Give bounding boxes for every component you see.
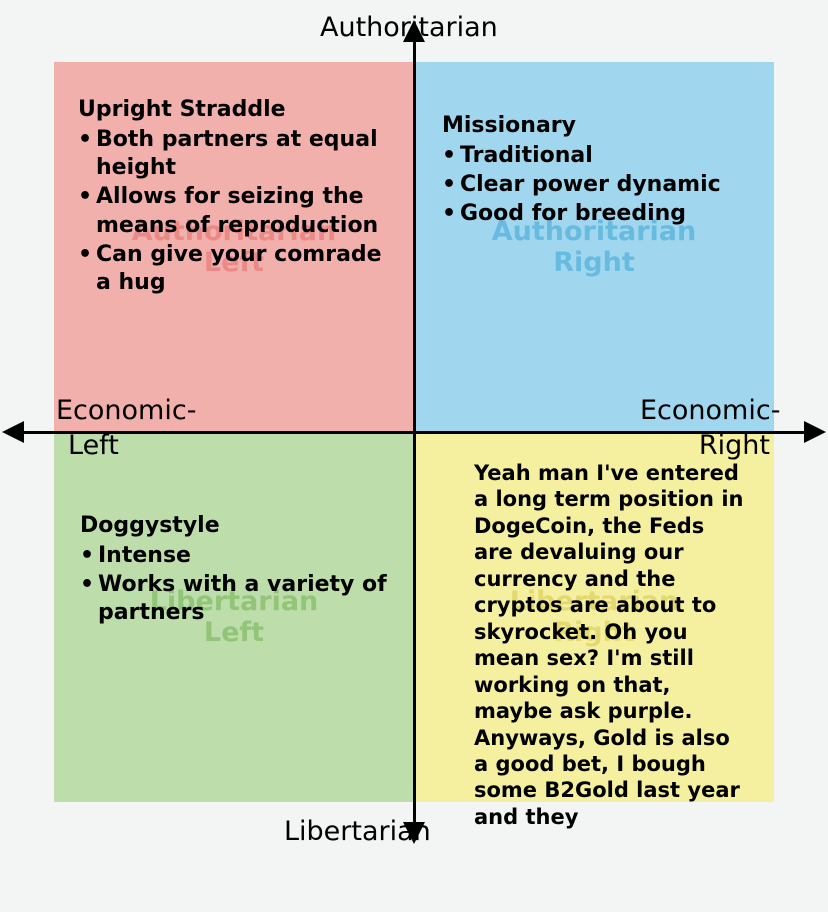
bullet-item: Good for breeding xyxy=(442,200,750,228)
axis-label-line: Left xyxy=(56,429,196,464)
axis-label-left: Economic- Left xyxy=(56,394,196,463)
quadrant-auth-left: Authoritarian Left Upright Straddle Both… xyxy=(54,62,414,432)
axis-label-line: Economic- xyxy=(640,394,770,429)
arrowhead-right-icon xyxy=(804,421,826,443)
bullet-item: Clear power dynamic xyxy=(442,171,750,199)
axis-label-right: Economic- Right xyxy=(640,394,770,463)
quadrant-title: Missionary xyxy=(442,112,750,140)
quadrant-auth-right: Authoritarian Right Missionary Tradition… xyxy=(414,62,774,432)
watermark-line: Right xyxy=(553,247,635,278)
quadrant-content: Doggystyle Intense Works with a variety … xyxy=(78,454,390,628)
bullet-item: Can give your comrade a hug xyxy=(78,241,386,297)
bullet-item: Works with a variety of partners xyxy=(80,571,390,627)
quadrant-lib-left: Libertarian Left Doggystyle Intense Work… xyxy=(54,432,414,802)
bullet-item: Intense xyxy=(80,542,390,570)
quadrant-bullets: Both partners at equal height Allows for… xyxy=(78,126,386,297)
quadrant-title: Doggystyle xyxy=(80,512,390,540)
axis-label-line: Economic- xyxy=(56,394,196,429)
axis-label-top: Authoritarian xyxy=(320,12,498,43)
quadrant-bullets: Intense Works with a variety of partners xyxy=(80,542,390,627)
quadrant-text: Yeah man I've entered a long term positi… xyxy=(474,460,750,830)
quadrant-bullets: Traditional Clear power dynamic Good for… xyxy=(442,142,750,228)
quadrant-title: Upright Straddle xyxy=(78,96,386,124)
quadrant-content: Yeah man I've entered a long term positi… xyxy=(438,454,750,830)
bullet-item: Allows for seizing the means of reproduc… xyxy=(78,183,386,239)
quadrant-content: Upright Straddle Both partners at equal … xyxy=(78,84,390,297)
axis-label-line: Right xyxy=(640,429,770,464)
arrowhead-left-icon xyxy=(2,421,24,443)
quadrant-lib-right: Libertarian Right Yeah man I've entered … xyxy=(414,432,774,802)
quadrant-content: Missionary Traditional Clear power dynam… xyxy=(438,84,750,229)
bullet-item: Traditional xyxy=(442,142,750,170)
bullet-item: Both partners at equal height xyxy=(78,126,386,182)
axis-label-bottom: Libertarian xyxy=(284,816,431,847)
